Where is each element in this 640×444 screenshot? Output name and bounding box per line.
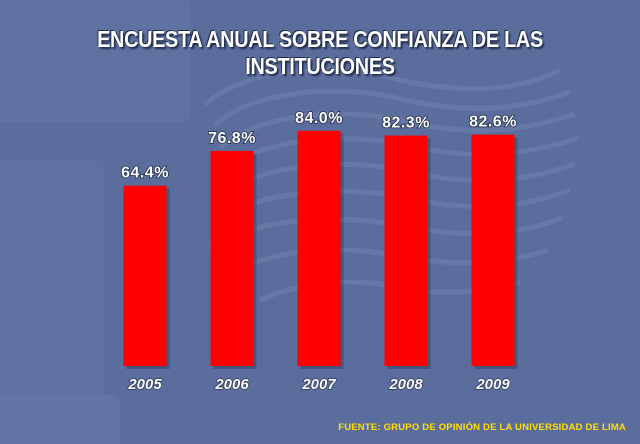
source-note: FUENTE: GRUPO DE OPINIÓN DE LA UNIVERSID… bbox=[338, 422, 626, 433]
value-label-2006: 76.8% bbox=[208, 130, 256, 147]
bar-2008 bbox=[384, 135, 428, 366]
x-tick-2008: 2008 bbox=[388, 376, 423, 393]
x-tick-2009: 2009 bbox=[475, 376, 510, 393]
value-label-2008: 82.3% bbox=[382, 115, 430, 132]
value-label-2007: 84.0% bbox=[295, 110, 343, 127]
bar-2006 bbox=[210, 150, 254, 366]
chart-title: ENCUESTA ANUAL SOBRE CONFIANZA DE LAS IN… bbox=[97, 26, 543, 79]
x-tick-2007: 2007 bbox=[301, 376, 336, 393]
bar-2009 bbox=[471, 134, 515, 366]
x-tick-2006: 2006 bbox=[214, 376, 249, 393]
x-tick-2005: 2005 bbox=[127, 376, 162, 393]
value-label-2009: 82.6% bbox=[469, 114, 517, 131]
bar-2007 bbox=[297, 130, 341, 366]
bar-2005 bbox=[123, 185, 167, 366]
value-label-2005: 64.4% bbox=[121, 165, 169, 182]
